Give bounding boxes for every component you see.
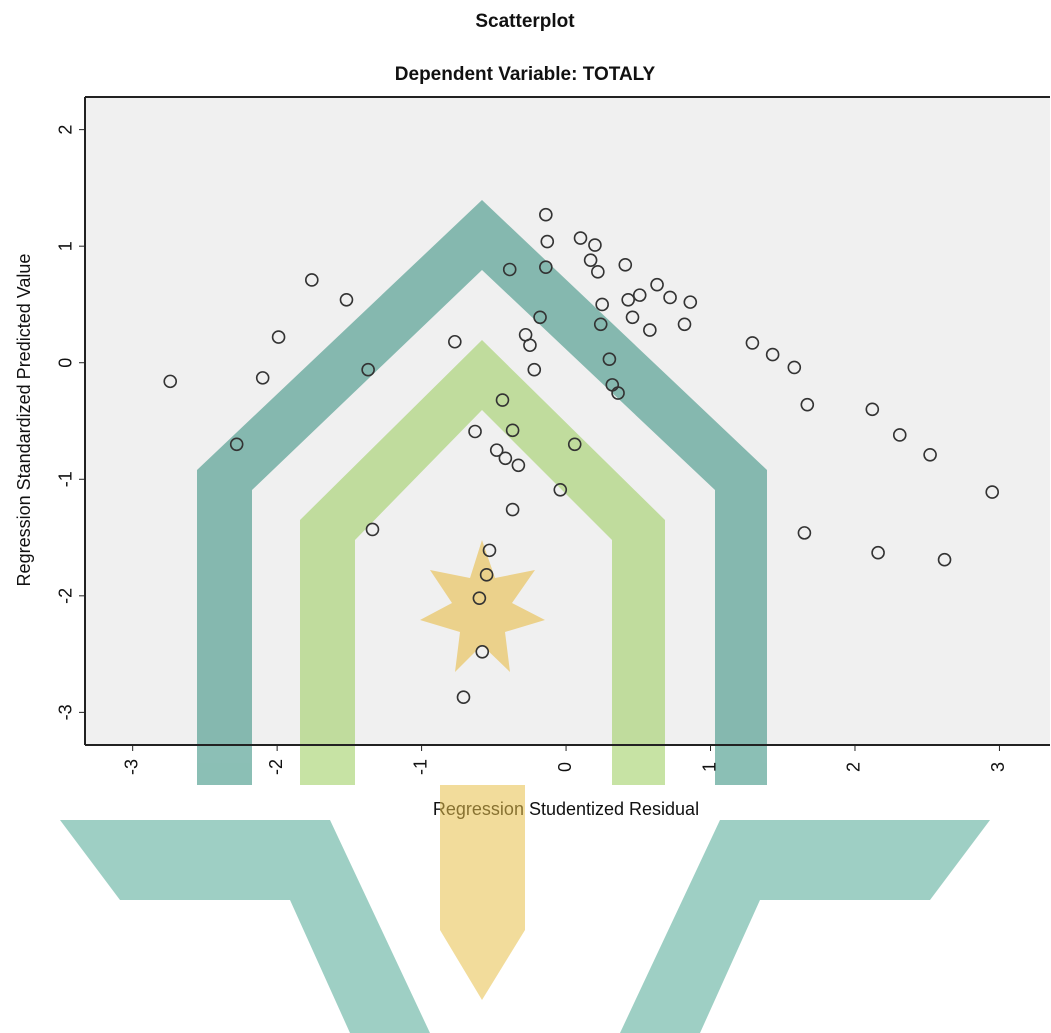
x-tick-label: 0: [555, 762, 575, 772]
x-tick-label: -2: [266, 759, 286, 775]
y-tick-label: 0: [56, 358, 76, 368]
x-tick-label: 1: [699, 762, 719, 772]
x-tick-label: 3: [988, 762, 1008, 772]
chart-title: Scatterplot: [475, 11, 575, 32]
y-tick-label: -1: [56, 471, 76, 487]
y-tick-label: 2: [56, 125, 76, 135]
x-tick-label: -3: [121, 759, 141, 775]
chart: Scatterplot Dependent Variable: TOTALY R…: [0, 0, 1051, 1033]
chart-subtitle: Dependent Variable: TOTALY: [395, 64, 656, 85]
x-tick-label: 2: [844, 762, 864, 772]
x-tick-label: -1: [410, 759, 430, 775]
y-tick-label: 1: [56, 241, 76, 251]
y-axis-label: Regression Standardized Predicted Value: [14, 254, 34, 587]
y-tick-label: -3: [56, 704, 76, 720]
y-tick-label: -2: [56, 588, 76, 604]
